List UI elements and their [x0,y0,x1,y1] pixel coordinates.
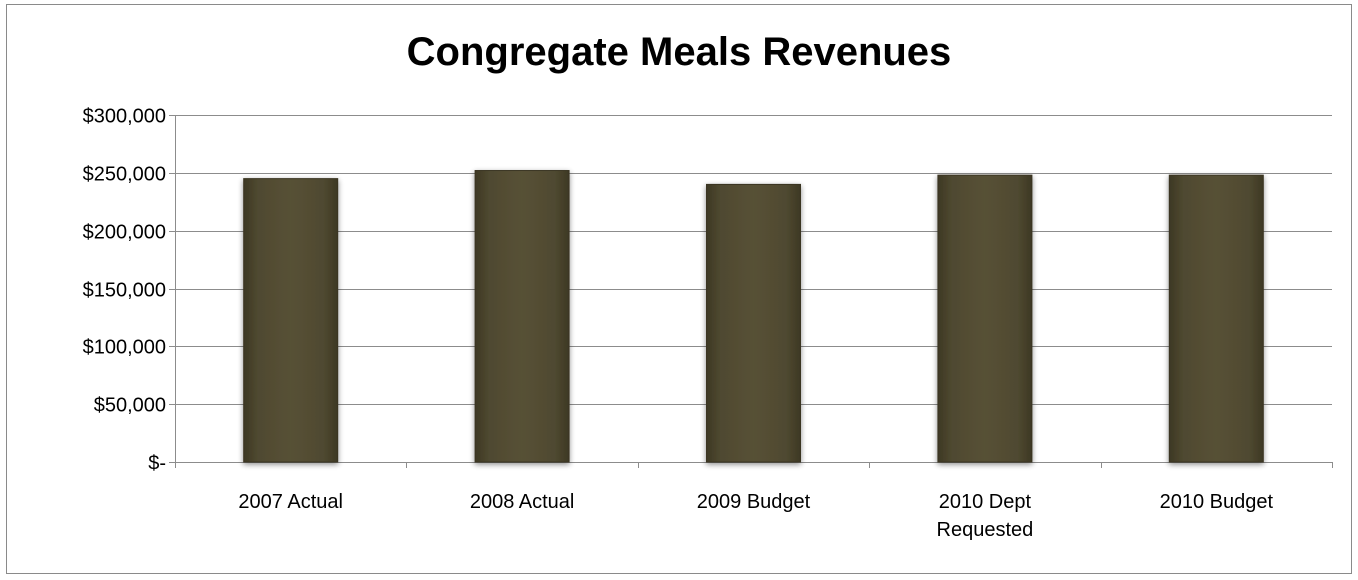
x-tick-label: 2007 Actual [238,491,343,513]
bar [1168,174,1264,463]
x-tick-labels: 2007 Actual 2008 Actual 2009 Budget 2010 De… [238,491,1273,541]
bar [937,174,1033,463]
bars [243,170,1264,463]
y-tick-label: $250,000 [83,164,166,186]
x-tick-label: Requested [937,519,1034,541]
bar [243,178,339,463]
y-tick-labels: $- $50,000 $100,000 $150,000 $200,000 $250,00… [83,106,166,475]
bar [474,170,570,463]
x-tick-label: 2008 Actual [470,491,575,513]
x-tick-label: 2009 Budget [697,491,811,513]
y-tick-label: $50,000 [94,395,166,417]
chart-title: Congregate Meals Revenues [406,30,952,74]
y-tick-label: $300,000 [83,106,166,128]
y-tick-label: $200,000 [83,222,166,244]
x-tick-label: 2010 Dept [939,491,1032,513]
y-tick-label: $150,000 [83,280,166,302]
x-tick-label: 2010 Budget [1160,491,1274,513]
y-tick-label: $100,000 [83,337,166,359]
y-tick-label: $- [148,453,166,475]
bar [706,183,801,463]
